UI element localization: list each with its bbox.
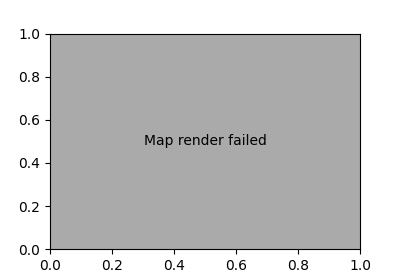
Text: Map render failed: Map render failed: [144, 134, 266, 148]
